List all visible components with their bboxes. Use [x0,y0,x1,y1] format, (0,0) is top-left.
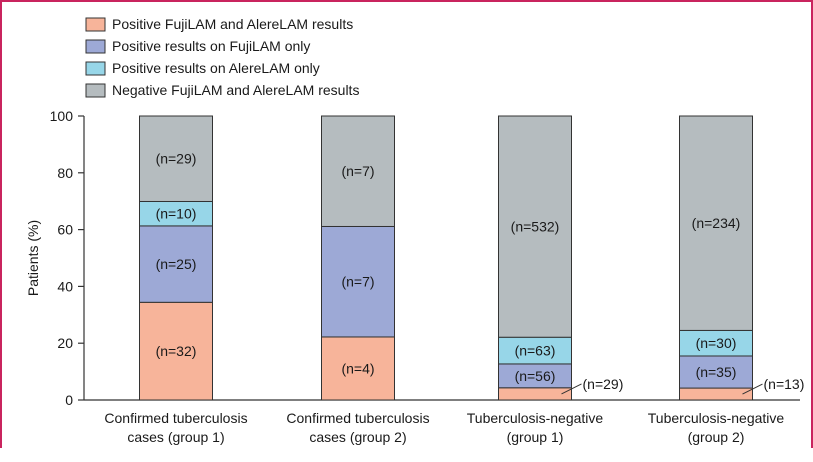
bar-segment-negative-fujilam-and-alerelam-results-4 [679,115,753,331]
bar-segment-negative-fujilam-and-alerelam-results-1 [139,115,213,202]
frame-top-border [0,0,813,2]
legend-label-positive-results-on-alerelam-only: Positive results on AlereLAM only [112,60,320,76]
legend-swatch-negative-fujilam-and-alerelam-results [85,83,106,98]
data-label-positive-fujilam-and-alerelam-results-4: (n=13) [764,376,805,392]
data-label-positive-fujilam-and-alerelam-results-3: (n=29) [583,376,624,392]
y-tick-label-80: 80 [57,165,73,181]
legend-swatch-positive-fujilam-and-alerelam-results [85,17,106,32]
y-tick-label-100: 100 [50,108,74,124]
x-category-label-4-line-2: (group 2) [688,429,745,445]
x-category-label-3-line-2: (group 1) [507,429,564,445]
data-label-positive-results-on-alerelam-only-3: (n=63) [515,343,556,359]
x-category-label-2-line-1: Confirmed tuberculosis [286,410,429,426]
legend-label-positive-results-on-fujilam-only: Positive results on FujiLAM only [112,38,310,54]
data-label-leader-3 [561,383,582,395]
bar-segment-positive-results-on-fujilam-only-4 [679,355,753,389]
frame-left-border [0,0,2,448]
data-label-negative-fujilam-and-alerelam-results-3: (n=532) [511,219,560,235]
x-category-label-3-line-1: Tuberculosis-negative [467,410,604,426]
data-label-negative-fujilam-and-alerelam-results-4: (n=234) [692,215,741,231]
data-label-leader-4 [742,383,763,395]
bar-segment-negative-fujilam-and-alerelam-results-2 [321,115,395,227]
x-category-label-2-line-2: cases (group 2) [309,429,406,445]
bar-segment-negative-fujilam-and-alerelam-results-3 [498,115,572,338]
bars: (n=32) (n=25) (n=10) (n=29) (n=4) (n=7) (n=7) (… [139,115,805,401]
frame-right-border [811,0,813,448]
data-label-negative-fujilam-and-alerelam-results-1: (n=29) [156,151,197,167]
bar-segment-positive-fujilam-and-alerelam-results-3 [498,387,572,401]
data-label-positive-results-on-alerelam-only-1: (n=10) [156,206,197,222]
data-label-positive-results-on-fujilam-only-1: (n=25) [156,256,197,272]
y-axis-label: Patients (%) [25,220,41,296]
x-category-label-4-line-1: Tuberculosis-negative [648,410,785,426]
data-label-positive-results-on-alerelam-only-4: (n=30) [696,335,737,351]
data-label-positive-results-on-fujilam-only-3: (n=56) [515,368,556,384]
data-label-positive-results-on-fujilam-only-2: (n=7) [341,274,374,290]
x-category-label-1-line-2: cases (group 1) [127,429,224,445]
legend-label-negative-fujilam-and-alerelam-results: Negative FujiLAM and AlereLAM results [112,82,359,98]
legend-swatch-positive-results-on-fujilam-only [85,39,106,54]
bar-segment-positive-fujilam-and-alerelam-results-4 [679,387,753,401]
data-label-positive-results-on-fujilam-only-4: (n=35) [696,364,737,380]
bar-segment-positive-fujilam-and-alerelam-results-1 [139,301,213,401]
x-axis-labels: Confirmed tuberculosis cases (group 1) Con… [104,410,784,445]
data-label-negative-fujilam-and-alerelam-results-2: (n=7) [341,163,374,179]
legend: Positive FujiLAM and AlereLAM results Pos… [85,16,359,98]
data-label-positive-fujilam-and-alerelam-results-2: (n=4) [341,360,374,376]
y-tick-label-40: 40 [57,278,73,294]
y-tick-label-60: 60 [57,222,73,238]
data-label-positive-fujilam-and-alerelam-results-1: (n=32) [156,343,197,359]
bar-segment-positive-results-on-alerelam-only-3 [498,336,572,365]
legend-label-positive-fujilam-and-alerelam-results: Positive FujiLAM and AlereLAM results [112,16,353,32]
y-tick-label-20: 20 [57,335,73,351]
x-category-label-1-line-1: Confirmed tuberculosis [104,410,247,426]
bar-segment-positive-results-on-alerelam-only-4 [679,329,753,357]
legend-swatch-positive-results-on-alerelam-only [85,61,106,76]
y-tick-label-0: 0 [65,392,73,408]
bar-segment-positive-results-on-fujilam-only-2 [321,225,395,338]
bar-segment-positive-results-on-fujilam-only-1 [139,225,213,303]
